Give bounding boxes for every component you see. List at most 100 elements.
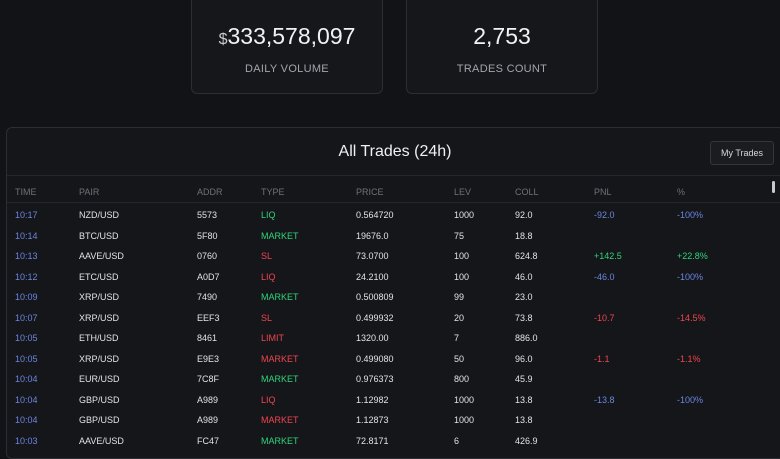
cell-lev: 20 xyxy=(454,312,465,323)
cell-time: 10:03 xyxy=(15,435,38,446)
cell-addr: 5F80 xyxy=(197,230,218,241)
cell-lev: 6 xyxy=(454,435,460,446)
cell-price: 1.12982 xyxy=(356,394,389,405)
cell-time: 10:17 xyxy=(15,210,38,220)
cell-coll: 45.9 xyxy=(515,374,533,384)
cell-price: 0.499080 xyxy=(356,353,394,364)
cell-coll: 13.8 xyxy=(515,394,533,405)
cell-lev: 7 xyxy=(454,333,460,343)
cell-type: MARKET xyxy=(261,415,299,425)
stat-card: 2,753 TRADES COUNT xyxy=(406,0,598,94)
column-header: PNL xyxy=(594,187,612,197)
cell-lev: 50 xyxy=(454,353,465,364)
cell-lev: 1000 xyxy=(454,415,475,425)
cell-pair: ETH/USD xyxy=(79,333,119,343)
cell-coll: 426.9 xyxy=(515,435,538,446)
column-header: ADDR xyxy=(197,187,223,197)
cell-price: 24.2100 xyxy=(356,271,389,282)
cell-price: 0.564720 xyxy=(356,210,394,220)
trade-row[interactable]: 10:17 NZD/USD 5573 LIQ 0.564720 1000 92.0 -92.0… xyxy=(7,205,780,225)
cell-lev: 100 xyxy=(454,271,470,282)
cell-price: 1.12873 xyxy=(356,415,389,425)
trade-row[interactable]: 10:13 AAVE/USD 0760 SL 73.0700 100 624.8 +142.5… xyxy=(7,246,780,266)
cell-pnl: -92.0 xyxy=(594,210,615,220)
cell-pct: -100% xyxy=(677,210,704,220)
cell-price: 0.499932 xyxy=(356,312,394,323)
cell-price: 0.976373 xyxy=(356,374,394,384)
cell-time: 10:09 xyxy=(15,292,38,302)
trade-row[interactable]: 10:03 AAVE/USD FC47 MARKET 72.8171 6 426.9 xyxy=(7,431,780,451)
trade-row[interactable]: 10:05 ETH/USD 8461 LIMIT 1320.00 7 886.0 xyxy=(7,328,780,348)
cell-coll: 18.8 xyxy=(515,230,533,241)
cell-type: LIQ xyxy=(261,271,276,282)
scrollbar[interactable] xyxy=(772,181,775,193)
trade-row[interactable]: 10:14 BTC/USD 5F80 MARKET 19676.0 75 18.8 xyxy=(7,226,780,246)
cell-pct: -100% xyxy=(677,271,704,282)
cell-coll: 23.0 xyxy=(515,292,533,302)
cell-time: 10:12 xyxy=(15,271,38,282)
cell-addr: 7490 xyxy=(197,292,218,302)
cell-type: MARKET xyxy=(261,374,299,384)
column-header: PRICE xyxy=(356,187,384,197)
trade-row[interactable]: 10:04 GBP/USD A989 MARKET 1.12873 1000 13.8 xyxy=(7,410,780,430)
trade-row[interactable]: 10:05 XRP/USD E9E3 MARKET 0.499080 50 96.0 -1.1… xyxy=(7,349,780,369)
cell-addr: 0760 xyxy=(197,251,218,261)
cell-addr: A0D7 xyxy=(197,271,220,282)
cell-coll: 46.0 xyxy=(515,271,533,282)
cell-pair: XRP/USD xyxy=(79,292,120,302)
cell-pnl: -10.7 xyxy=(594,312,615,323)
cell-coll: 96.0 xyxy=(515,353,533,364)
cell-addr: FC47 xyxy=(197,435,220,446)
cell-type: MARKET xyxy=(261,435,299,446)
cell-time: 10:13 xyxy=(15,251,38,261)
cell-pair: BTC/USD xyxy=(79,230,119,241)
cell-pair: NZD/USD xyxy=(79,210,119,220)
stat-label: TRADES COUNT xyxy=(456,63,548,75)
cell-type: SL xyxy=(261,312,273,323)
cell-lev: 800 xyxy=(454,374,470,384)
cell-addr: 8461 xyxy=(197,333,218,343)
trades-page: {"stats": [ {"prefix": "$", "value": "33… xyxy=(6,0,780,459)
cell-pair: AAVE/USD xyxy=(79,435,124,446)
cell-addr: EEF3 xyxy=(197,312,220,323)
cell-coll: 624.8 xyxy=(515,251,538,261)
cell-pnl: -46.0 xyxy=(594,271,615,282)
stat-value: 2,753 xyxy=(473,23,531,49)
my-trades-button[interactable]: My Trades xyxy=(710,141,774,165)
cell-addr: 7C8F xyxy=(197,374,220,384)
cell-lev: 99 xyxy=(454,292,465,302)
cell-price: 73.0700 xyxy=(356,251,389,261)
cell-addr: E9E3 xyxy=(197,353,220,364)
cell-pair: AAVE/USD xyxy=(79,251,124,261)
cell-type: LIMIT xyxy=(261,333,285,343)
column-header: TIME xyxy=(15,187,37,197)
trade-row[interactable]: 10:07 XRP/USD EEF3 SL 0.499932 20 73.8 -10.7 -14… xyxy=(7,308,780,328)
trade-row[interactable]: 10:04 GBP/USD A989 LIQ 1.12982 1000 13.8 -13.8 -… xyxy=(7,390,780,410)
cell-addr: 5573 xyxy=(197,210,218,220)
trade-row[interactable]: 10:09 XRP/USD 7490 MARKET 0.500809 99 23.0 xyxy=(7,287,780,307)
cell-time: 10:04 xyxy=(15,415,38,425)
stat-prefix: $ xyxy=(218,31,228,48)
cell-price: 19676.0 xyxy=(356,230,389,241)
cell-pair: ETC/USD xyxy=(79,271,119,282)
stat-card: $333,578,097 DAILY VOLUME xyxy=(191,0,383,94)
cell-pnl: +142.5 xyxy=(594,251,622,261)
cell-time: 10:04 xyxy=(15,394,38,405)
cell-type: MARKET xyxy=(261,292,299,302)
cell-coll: 886.0 xyxy=(515,333,538,343)
cell-pair: GBP/USD xyxy=(79,415,120,425)
cell-pair: XRP/USD xyxy=(79,353,120,364)
cell-lev: 75 xyxy=(454,230,465,241)
stat-value: $333,578,097 xyxy=(192,23,382,50)
cell-pct: +22.8% xyxy=(677,251,708,261)
cell-type: LIQ xyxy=(261,394,276,405)
cell-type: SL xyxy=(261,251,273,261)
column-header: TYPE xyxy=(261,187,285,197)
panel-title: All Trades (24h) xyxy=(338,143,452,160)
cell-price: 0.500809 xyxy=(356,292,394,302)
trade-row[interactable]: 10:04 EUR/USD 7C8F MARKET 0.976373 800 45.9 xyxy=(7,369,780,389)
cell-lev: 100 xyxy=(454,251,470,261)
cell-pair: EUR/USD xyxy=(79,374,120,384)
cell-coll: 92.0 xyxy=(515,210,533,220)
trade-row[interactable]: 10:12 ETC/USD A0D7 LIQ 24.2100 100 46.0 -46.0 -1… xyxy=(7,267,780,287)
